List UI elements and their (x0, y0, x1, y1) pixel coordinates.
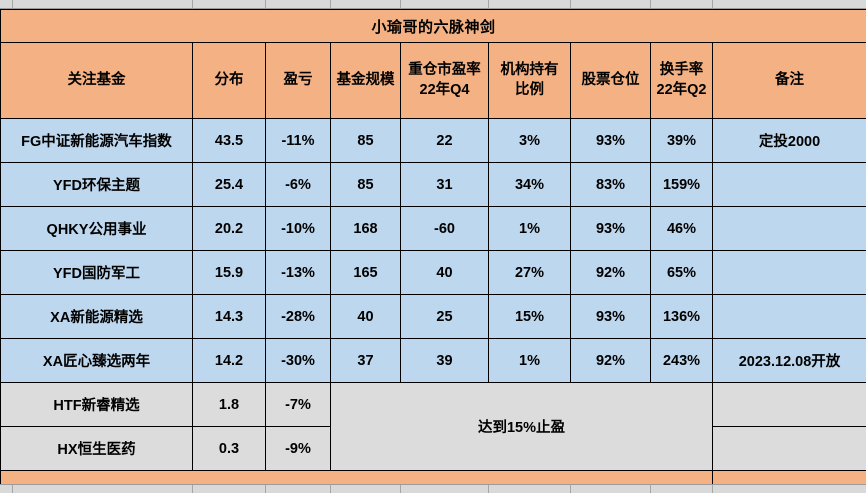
cell-fund-size: 40 (330, 294, 401, 339)
column-header-fund[interactable]: 关注基金 (0, 42, 193, 119)
column-header-institutional-holding[interactable]: 机构持有 比例 (488, 42, 571, 119)
sheet-bottom-edge (0, 484, 866, 493)
cell-turnover: 136% (650, 294, 713, 339)
cell-remark (711, 206, 866, 251)
cell-institutional-holding: 27% (488, 250, 571, 295)
cell-remark: 2023.12.08开放 (711, 338, 866, 383)
cell-fund-size: 85 (330, 118, 401, 163)
cell-profit-loss: -6% (265, 162, 331, 207)
cell-stock-position: 92% (570, 338, 651, 383)
cell-stock-position: 83% (570, 162, 651, 207)
column-header-stock-position[interactable]: 股票仓位 (570, 42, 651, 119)
cell-fund-name: HX恒生医药 (0, 426, 193, 471)
cell-fund-name: XA新能源精选 (0, 294, 193, 339)
cell-remark (711, 426, 866, 471)
table-row[interactable]: HX恒生医药 0.3 -9% (0, 426, 866, 471)
column-header-institutional-holding-line1: 机构持有 (500, 61, 559, 78)
cell-stock-position: 93% (570, 206, 651, 251)
cell-profit-loss: -9% (265, 426, 331, 471)
table-row[interactable]: QHKY公用事业 20.2 -10% 168 -60 1% 93% 46% (0, 206, 866, 251)
column-header-pe-ratio-line2: 22年Q4 (419, 81, 470, 98)
cell-fund-name: FG中证新能源汽车指数 (0, 118, 193, 163)
cell-fund-name: XA匠心臻选两年 (0, 338, 193, 383)
cell-profit-loss: -13% (265, 250, 331, 295)
cell-profit-loss: -30% (265, 338, 331, 383)
cell-turnover: 46% (650, 206, 713, 251)
cell-fund-name: QHKY公用事业 (0, 206, 193, 251)
cell-pe-ratio: 40 (400, 250, 489, 295)
cell-remark (711, 294, 866, 339)
column-header-distribution[interactable]: 分布 (192, 42, 266, 119)
cell-fund-size: 168 (330, 206, 401, 251)
cell-fund-size: 37 (330, 338, 401, 383)
cell-pe-ratio: 31 (400, 162, 489, 207)
column-header-institutional-holding-line2: 比例 (515, 81, 544, 98)
cell-fund-name: YFD环保主题 (0, 162, 193, 207)
table-row[interactable]: YFD国防军工 15.9 -13% 165 40 27% 92% 65% (0, 250, 866, 295)
cell-stock-position: 92% (570, 250, 651, 295)
column-header-profit-loss[interactable]: 盈亏 (265, 42, 331, 119)
column-header-fund-size[interactable]: 基金规模 (330, 42, 401, 119)
cell-remark (711, 382, 866, 427)
column-header-pe-ratio-line1: 重仓市盈率 (408, 61, 481, 78)
cell-turnover: 243% (650, 338, 713, 383)
cell-institutional-holding: 15% (488, 294, 571, 339)
cell-turnover: 65% (650, 250, 713, 295)
cell-fund-name: HTF新睿精选 (0, 382, 193, 427)
cell-remark: 定投2000 (711, 118, 866, 163)
cell-distribution: 25.4 (192, 162, 266, 207)
column-header-remark[interactable]: 备注 (711, 42, 866, 119)
table-row-highlighted[interactable]: XA新能源精选 14.3 -28% 40 25 15% 93% 136% (0, 294, 866, 339)
cell-pe-ratio: 22 (400, 118, 489, 163)
column-header-pe-ratio[interactable]: 重仓市盈率 22年Q4 (400, 42, 489, 119)
page-title: 小瑜哥的六脉神剑 (0, 9, 866, 43)
column-header-turnover-line1: 换手率 (659, 61, 704, 78)
cell-pe-ratio: -60 (400, 206, 489, 251)
cell-institutional-holding: 3% (488, 118, 571, 163)
cell-turnover: 39% (650, 118, 713, 163)
cell-distribution: 1.8 (192, 382, 266, 427)
cell-fund-name: YFD国防军工 (0, 250, 193, 295)
column-header-turnover-line2: 22年Q2 (656, 81, 707, 98)
cell-distribution: 43.5 (192, 118, 266, 163)
cell-distribution: 15.9 (192, 250, 266, 295)
table-row[interactable]: FG中证新能源汽车指数 43.5 -11% 85 22 3% 93% 39% 定… (0, 118, 866, 163)
column-header-turnover[interactable]: 换手率 22年Q2 (650, 42, 713, 119)
cell-distribution: 14.3 (192, 294, 266, 339)
cell-institutional-holding: 1% (488, 206, 571, 251)
cell-remark (711, 162, 866, 207)
title-row: 小瑜哥的六脉神剑 (0, 9, 866, 43)
cell-institutional-holding: 34% (488, 162, 571, 207)
cell-stock-position: 93% (570, 294, 651, 339)
cell-profit-loss: -10% (265, 206, 331, 251)
cell-pe-ratio: 39 (400, 338, 489, 383)
header-row: 关注基金 分布 盈亏 基金规模 重仓市盈率 22年Q4 机构持有 比例 股票仓位… (0, 42, 866, 119)
cell-profit-loss: -7% (265, 382, 331, 427)
cell-stock-position: 93% (570, 118, 651, 163)
table-row[interactable]: XA匠心臻选两年 14.2 -30% 37 39 1% 92% 243% 202… (0, 338, 866, 383)
cell-fund-size: 165 (330, 250, 401, 295)
cell-remark (711, 250, 866, 295)
merged-take-profit-note: 达到15%止盈 (330, 382, 713, 471)
sheet-top-edge (0, 0, 866, 9)
cell-distribution: 20.2 (192, 206, 266, 251)
fund-watchlist-table: 小瑜哥的六脉神剑 关注基金 分布 盈亏 基金规模 重仓市盈率 22年Q4 机构持… (0, 9, 866, 493)
table-row[interactable]: YFD环保主题 25.4 -6% 85 31 34% 83% 159% (0, 162, 866, 207)
cell-distribution: 0.3 (192, 426, 266, 471)
cell-turnover: 159% (650, 162, 713, 207)
cell-pe-ratio: 25 (400, 294, 489, 339)
table-row[interactable]: HTF新睿精选 1.8 -7% 达到15%止盈 (0, 382, 866, 471)
cell-institutional-holding: 1% (488, 338, 571, 383)
cell-profit-loss: -11% (265, 118, 331, 163)
cell-distribution: 14.2 (192, 338, 266, 383)
cell-fund-size: 85 (330, 162, 401, 207)
cell-profit-loss: -28% (265, 294, 331, 339)
